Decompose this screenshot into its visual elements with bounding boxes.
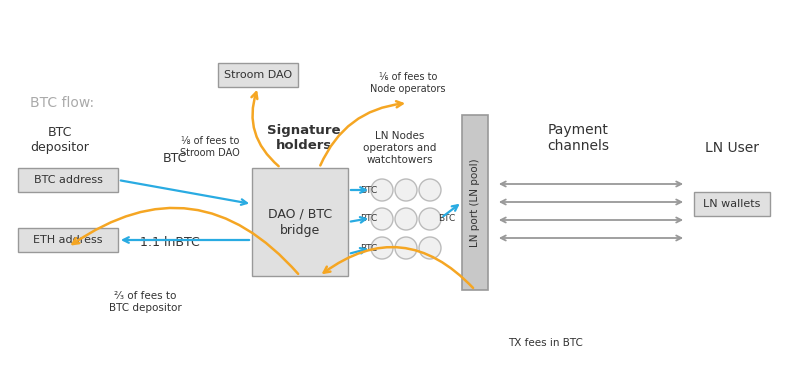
Circle shape	[395, 208, 417, 230]
Text: ETH address: ETH address	[33, 235, 103, 245]
Text: LN port (LN pool): LN port (LN pool)	[470, 158, 480, 247]
Text: BTC address: BTC address	[34, 175, 103, 185]
Text: ²⁄₃ of fees to
BTC depositor: ²⁄₃ of fees to BTC depositor	[108, 291, 181, 313]
Text: Payment
channels: Payment channels	[547, 123, 609, 153]
Text: TX fees in BTC: TX fees in BTC	[508, 338, 582, 348]
Text: DAO / BTC
bridge: DAO / BTC bridge	[268, 207, 332, 237]
Circle shape	[419, 179, 441, 201]
Text: Signature
holders: Signature holders	[267, 124, 341, 152]
Circle shape	[419, 208, 441, 230]
Text: LN wallets: LN wallets	[703, 199, 760, 209]
FancyBboxPatch shape	[218, 63, 298, 87]
Text: BTC: BTC	[163, 152, 187, 165]
FancyBboxPatch shape	[462, 115, 488, 290]
FancyBboxPatch shape	[252, 168, 348, 276]
Text: 1:1 lnBTC: 1:1 lnBTC	[140, 235, 200, 249]
Circle shape	[395, 237, 417, 259]
Text: LN Nodes
operators and
watchtowers: LN Nodes operators and watchtowers	[363, 131, 436, 165]
Text: BTC: BTC	[360, 214, 377, 222]
Circle shape	[371, 179, 393, 201]
Text: ⅛ of fees to
Stroom DAO: ⅛ of fees to Stroom DAO	[180, 136, 240, 158]
Text: BTC flow:: BTC flow:	[30, 96, 94, 110]
Text: BTC
depositor: BTC depositor	[30, 126, 90, 154]
Circle shape	[371, 208, 393, 230]
Text: BTC: BTC	[360, 186, 377, 194]
Circle shape	[419, 237, 441, 259]
FancyBboxPatch shape	[18, 168, 118, 192]
Text: Stroom DAO: Stroom DAO	[224, 70, 292, 80]
Circle shape	[371, 237, 393, 259]
FancyBboxPatch shape	[18, 228, 118, 252]
Text: BTC: BTC	[438, 214, 455, 222]
FancyBboxPatch shape	[694, 192, 770, 216]
Circle shape	[395, 179, 417, 201]
Text: BTC: BTC	[360, 243, 377, 253]
Text: LN User: LN User	[705, 141, 759, 155]
Text: ⅙ of fees to
Node operators: ⅙ of fees to Node operators	[371, 72, 446, 94]
